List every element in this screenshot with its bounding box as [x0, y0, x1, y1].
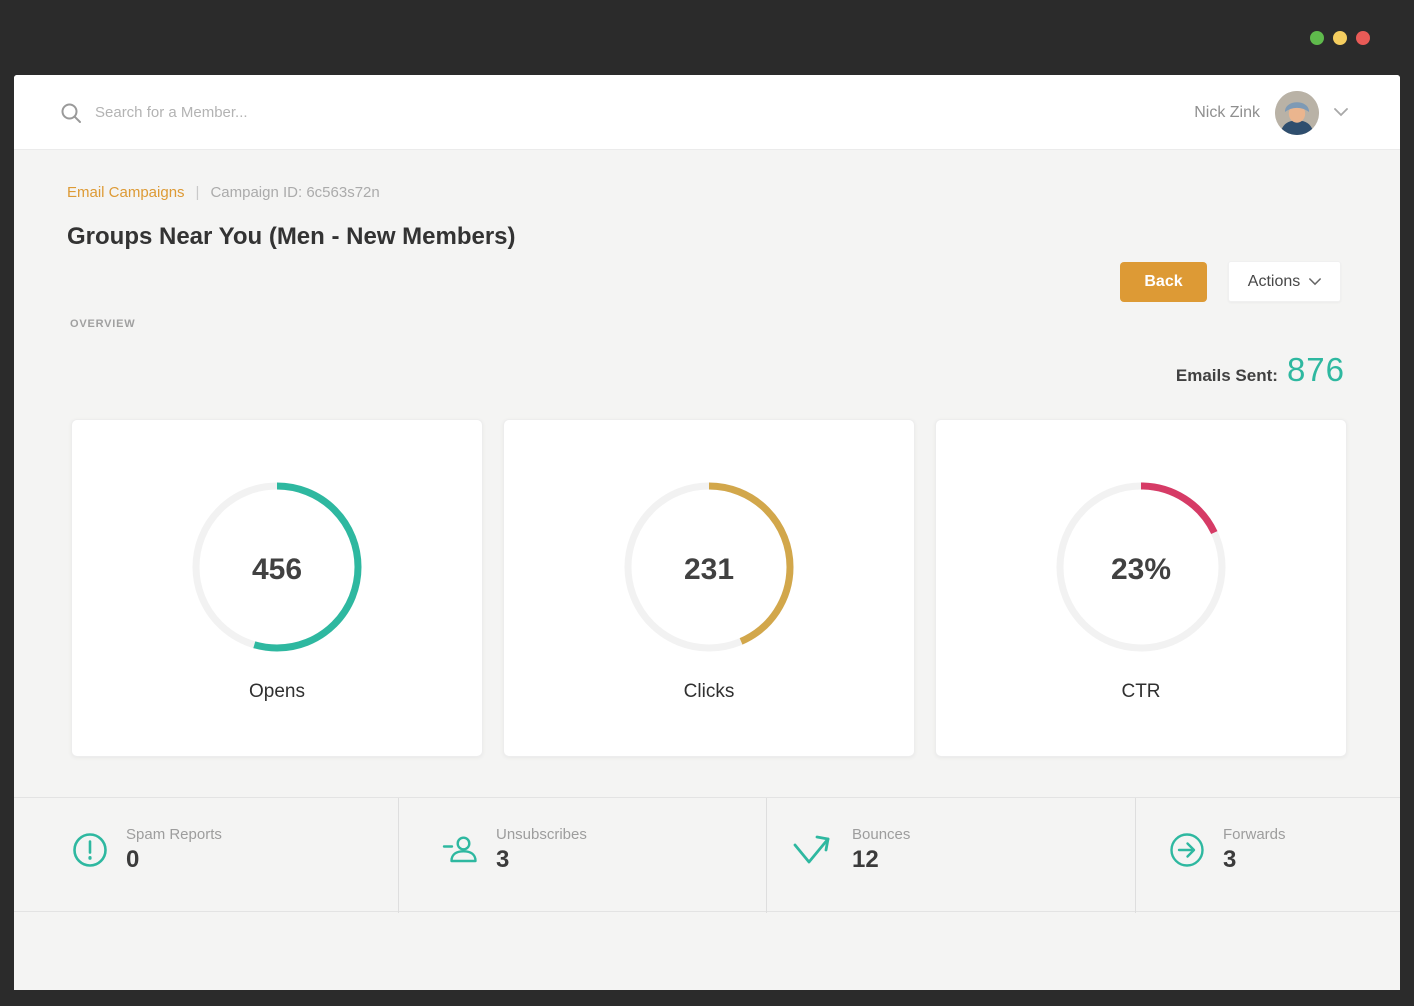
- search-input[interactable]: [95, 104, 515, 121]
- overview-section-label: OVERVIEW: [70, 318, 136, 330]
- stat-unsubscribes: Unsubscribes 3: [440, 826, 587, 874]
- opens-progress-ring: 456: [192, 482, 362, 657]
- stat-label: Bounces: [852, 826, 911, 843]
- metric-card-clicks: 231 Clicks: [503, 419, 915, 757]
- stat-value: 0: [126, 846, 140, 873]
- traffic-light-green[interactable]: [1310, 31, 1324, 45]
- divider: [398, 798, 399, 913]
- user-name: Nick Zink: [1194, 103, 1260, 121]
- metric-card-opens: 456 Opens: [71, 419, 483, 757]
- metric-card-ctr: 23% CTR: [935, 419, 1347, 757]
- stat-label: Spam Reports: [126, 826, 222, 843]
- user-menu[interactable]: Nick Zink: [1194, 75, 1348, 150]
- actions-button[interactable]: Actions: [1228, 261, 1341, 302]
- stat-label: Forwards: [1223, 826, 1286, 843]
- alert-circle-icon: [70, 830, 110, 870]
- app-window: Nick Zink Email Campaigns: [14, 75, 1400, 990]
- metric-cards: 456 Opens 231 Clicks: [71, 419, 1347, 757]
- breadcrumb-separator: |: [195, 184, 200, 201]
- stats-row: Spam Reports 0 Unsubscribes 3: [14, 797, 1400, 913]
- divider: [766, 798, 767, 913]
- emails-sent-value: 876: [1286, 351, 1345, 388]
- clicks-label: Clicks: [683, 681, 735, 702]
- stat-label: Unsubscribes: [496, 826, 587, 843]
- stat-bounces: Bounces 12: [790, 826, 910, 874]
- divider: [1135, 798, 1136, 913]
- avatar: [1275, 90, 1319, 135]
- page-title: Groups Near You (Men - New Members): [67, 223, 516, 250]
- search-icon: [60, 102, 82, 124]
- person-minus-icon: [440, 830, 480, 870]
- clicks-progress-ring: 231: [624, 482, 794, 657]
- opens-value: 456: [251, 552, 303, 586]
- ctr-label: CTR: [1121, 681, 1161, 702]
- search-bar: [60, 75, 515, 150]
- emails-sent: Emails Sent: 876: [1176, 351, 1345, 389]
- ctr-progress-ring: 23%: [1056, 482, 1226, 657]
- traffic-lights: [1310, 31, 1370, 45]
- bounce-arrow-icon: [790, 830, 836, 870]
- breadcrumb-campaign-id: Campaign ID: 6c563s72n: [210, 184, 380, 201]
- stat-value: 12: [852, 846, 879, 873]
- stat-spam-reports: Spam Reports 0: [70, 826, 222, 874]
- arrow-right-circle-icon: [1167, 830, 1207, 870]
- breadcrumb-link-email-campaigns[interactable]: Email Campaigns: [67, 184, 185, 201]
- stat-value: 3: [1223, 846, 1237, 873]
- traffic-light-yellow[interactable]: [1333, 31, 1347, 45]
- chevron-down-icon: [1334, 108, 1348, 117]
- app-header: Nick Zink: [14, 75, 1400, 150]
- breadcrumb: Email Campaigns | Campaign ID: 6c563s72n: [67, 184, 380, 201]
- ctr-value: 23%: [1110, 552, 1172, 586]
- stat-forwards: Forwards 3: [1167, 826, 1286, 874]
- emails-sent-label: Emails Sent:: [1175, 366, 1278, 385]
- chevron-down-icon: [1309, 277, 1322, 286]
- opens-label: Opens: [249, 681, 305, 702]
- actions-button-label: Actions: [1247, 272, 1301, 290]
- stat-value: 3: [496, 846, 510, 873]
- traffic-light-red[interactable]: [1356, 31, 1370, 45]
- clicks-value: 231: [683, 552, 735, 586]
- back-button[interactable]: Back: [1120, 262, 1207, 302]
